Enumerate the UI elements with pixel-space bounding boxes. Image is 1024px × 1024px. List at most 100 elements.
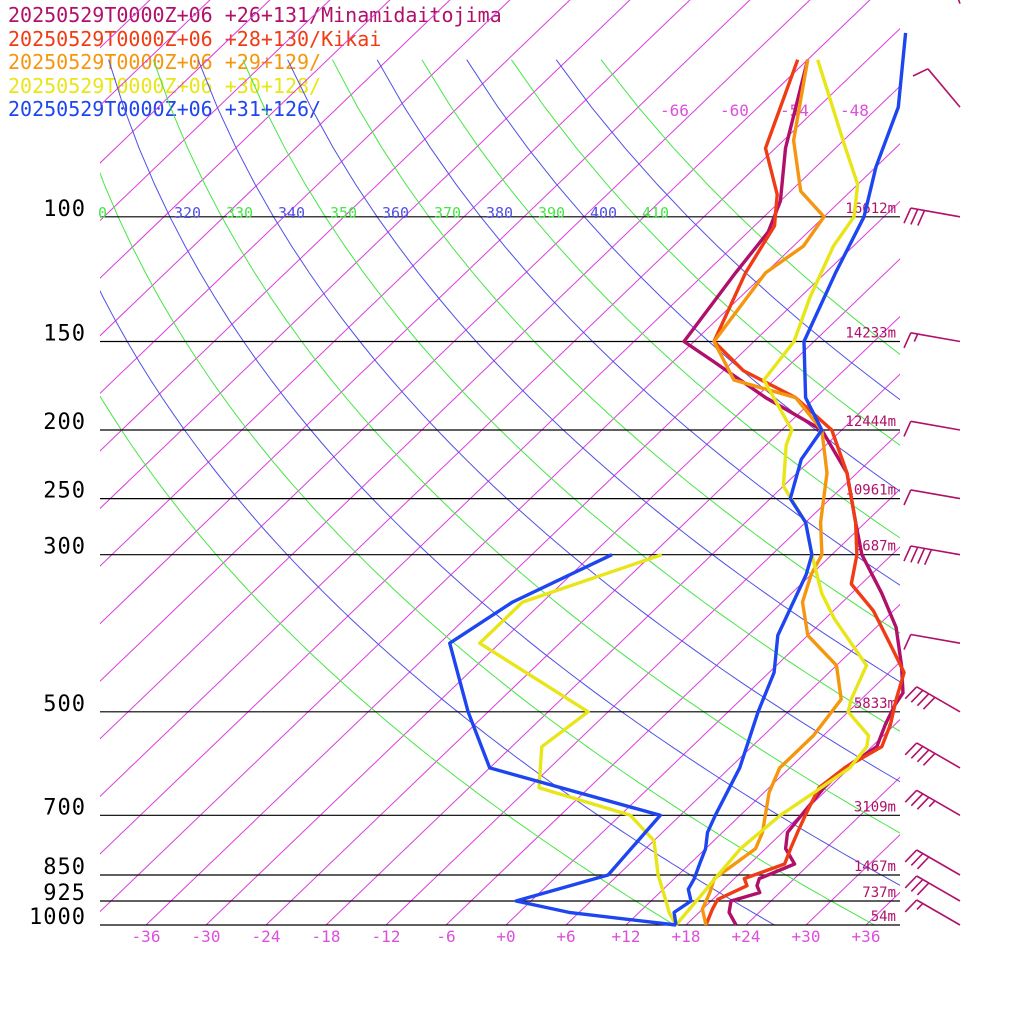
dewpoint-line (478, 553, 678, 926)
height-label: 10961m (845, 483, 896, 499)
temperature-tick-label: +6 (556, 927, 575, 946)
barb-flag (904, 686, 918, 700)
pressure-label: 200 (43, 410, 86, 435)
barb-flag (904, 742, 918, 756)
wind-barb (904, 742, 961, 769)
barb-flag (917, 548, 926, 564)
barb-flag (904, 789, 918, 803)
pressure-label: 700 (43, 795, 86, 820)
wind-barbs (903, 0, 961, 926)
temperature-tick-label: -24 (252, 927, 281, 946)
adiabat-line (108, 59, 900, 886)
height-label: 54m (871, 909, 896, 925)
isotherm-line (445, 488, 900, 925)
wind-barb (903, 545, 961, 566)
legend-entry-31-126: 20250529T0000Z+06 +31+126/ (8, 97, 322, 121)
isotherm-line (100, 143, 900, 913)
barb-flag (903, 545, 912, 562)
theta-label: 330 (226, 204, 253, 222)
barb-flag (903, 420, 912, 437)
barb-staff (916, 849, 961, 876)
barb-flag (923, 549, 933, 566)
temperature-tick-label: -36 (132, 927, 161, 946)
temperature-line (672, 32, 908, 926)
isotherm-lines (0, 0, 1024, 925)
isotherm-line (926, 0, 1024, 925)
height-label: 737m (862, 885, 896, 901)
adiabat-line (152, 59, 900, 834)
barb-flag (916, 882, 930, 896)
isotherm-line (145, 200, 900, 925)
pressure-label: 925 (43, 881, 86, 906)
wind-barb (957, 0, 961, 4)
barb-half-flag (913, 333, 919, 342)
barb-flag (922, 752, 936, 766)
barb-staff (957, 0, 961, 4)
wind-barb (904, 686, 961, 713)
barb-flag (910, 546, 919, 563)
legend-entry-29-129: 20250529T0000Z+06 +29+129/ (8, 50, 322, 74)
theta-label: 370 (434, 204, 461, 222)
temperature-tick-label: +0 (496, 927, 515, 946)
pressure-label: 500 (43, 692, 86, 717)
barb-flag (910, 878, 924, 892)
isotherm-line (100, 85, 900, 855)
wind-barb (904, 789, 961, 816)
wind-barb (903, 207, 961, 226)
adiabat-line (100, 289, 776, 925)
temperature-tick-label: +12 (612, 927, 641, 946)
temperature-tick-label: +24 (732, 927, 761, 946)
isotherm-line (100, 0, 631, 510)
isotherm-line (205, 258, 900, 925)
height-label: 9687m (854, 539, 896, 555)
barb-flag (910, 689, 924, 703)
isotherm-line (100, 0, 691, 567)
isotherm-line (100, 0, 811, 682)
isotherm-line (100, 0, 511, 395)
wind-barb (903, 489, 961, 506)
wind-barb (903, 420, 961, 437)
wind-barb (903, 633, 961, 650)
barb-flag (916, 749, 930, 763)
adiabat-line (331, 59, 900, 634)
barb-flag (903, 489, 912, 506)
barb-staff (910, 545, 961, 556)
isotherm-line (0, 0, 111, 925)
isotherm-line (265, 315, 900, 925)
barb-flag (903, 207, 912, 224)
isotherm-line (100, 0, 571, 452)
barb-flag (910, 208, 919, 225)
isotherm-line (865, 891, 900, 925)
theta-label: 410 (642, 204, 669, 222)
barb-flag (904, 849, 918, 863)
barb-staff (910, 332, 961, 343)
temperature-tick-label: -12 (372, 927, 401, 946)
height-label: 5833m (854, 696, 896, 712)
barb-flag (910, 852, 924, 866)
theta-label: 400 (590, 204, 617, 222)
barb-flag (910, 745, 924, 759)
pressure-label: 300 (43, 535, 86, 560)
barb-staff (916, 875, 961, 902)
temperature-tick-label: -6 (436, 927, 455, 946)
theta-label: 340 (278, 204, 305, 222)
isotherm-line (0, 0, 51, 925)
isotherm-line (100, 0, 871, 740)
temperature-tick-label: +18 (672, 927, 701, 946)
barb-staff (910, 489, 961, 500)
adiabat-line (466, 59, 900, 492)
isotherm-line (100, 0, 211, 107)
theta-label: 350 (330, 204, 357, 222)
adiabat-line (100, 171, 876, 925)
isotherm-label: -60 (720, 101, 749, 120)
height-label: 14233m (845, 326, 896, 342)
temperature-tick-label: +36 (852, 927, 881, 946)
barb-staff (910, 207, 961, 218)
theta-label: 360 (382, 204, 409, 222)
adiabat-line (421, 59, 900, 539)
theta-label: 380 (486, 204, 513, 222)
isotherm-line (100, 0, 391, 279)
theta-label: 390 (538, 204, 565, 222)
adiabat-line (376, 59, 900, 586)
pressure-label: 100 (43, 197, 86, 222)
